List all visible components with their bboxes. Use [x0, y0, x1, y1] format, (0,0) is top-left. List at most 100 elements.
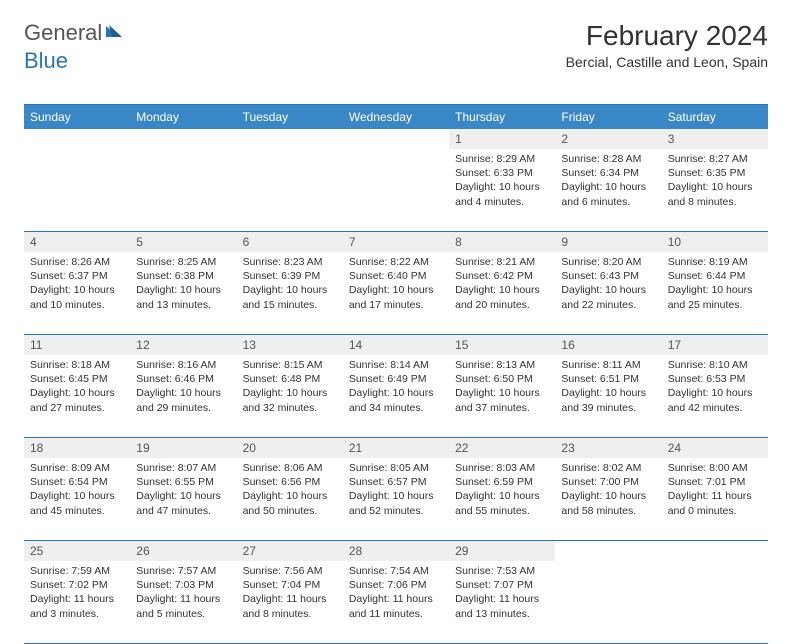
sunrise-line: Sunrise: 8:23 AM	[243, 255, 337, 269]
day-cell	[343, 149, 449, 232]
sunrise-line: Sunrise: 8:09 AM	[30, 461, 124, 475]
day-header: Friday	[555, 105, 661, 130]
sunrise-line: Sunrise: 7:53 AM	[455, 564, 549, 578]
day-cell: Sunrise: 8:11 AMSunset: 6:51 PMDaylight:…	[555, 355, 661, 438]
day-cell: Sunrise: 8:16 AMSunset: 6:46 PMDaylight:…	[130, 355, 236, 438]
day-cell: Sunrise: 8:22 AMSunset: 6:40 PMDaylight:…	[343, 252, 449, 335]
day-number-cell: 7	[343, 232, 449, 253]
daylight-line: Daylight: 11 hours and 5 minutes.	[136, 592, 230, 620]
day-details: Sunrise: 7:57 AMSunset: 7:03 PMDaylight:…	[130, 561, 236, 627]
sunrise-line: Sunrise: 8:19 AM	[668, 255, 762, 269]
daylight-line: Daylight: 10 hours and 39 minutes.	[561, 386, 655, 414]
day-number-cell: 2	[555, 129, 661, 149]
day-number-cell	[343, 129, 449, 149]
daylight-line: Daylight: 10 hours and 37 minutes.	[455, 386, 549, 414]
day-cell	[130, 149, 236, 232]
day-number-cell: 8	[449, 232, 555, 253]
day-details: Sunrise: 8:07 AMSunset: 6:55 PMDaylight:…	[130, 458, 236, 524]
daylight-line: Daylight: 11 hours and 3 minutes.	[30, 592, 124, 620]
sunrise-line: Sunrise: 8:22 AM	[349, 255, 443, 269]
day-details: Sunrise: 8:11 AMSunset: 6:51 PMDaylight:…	[555, 355, 661, 421]
day-details: Sunrise: 7:53 AMSunset: 7:07 PMDaylight:…	[449, 561, 555, 627]
sunset-line: Sunset: 6:38 PM	[136, 269, 230, 283]
daynum-row: 2526272829	[24, 541, 768, 562]
day-cell: Sunrise: 8:02 AMSunset: 7:00 PMDaylight:…	[555, 458, 661, 541]
day-header: Sunday	[24, 105, 130, 130]
day-details: Sunrise: 8:19 AMSunset: 6:44 PMDaylight:…	[662, 252, 768, 318]
day-cell: Sunrise: 7:56 AMSunset: 7:04 PMDaylight:…	[237, 561, 343, 644]
sunset-line: Sunset: 6:55 PM	[136, 475, 230, 489]
sunset-line: Sunset: 6:45 PM	[30, 372, 124, 386]
daylight-line: Daylight: 10 hours and 25 minutes.	[668, 283, 762, 311]
day-details: Sunrise: 8:14 AMSunset: 6:49 PMDaylight:…	[343, 355, 449, 421]
day-details: Sunrise: 8:00 AMSunset: 7:01 PMDaylight:…	[662, 458, 768, 524]
sunrise-line: Sunrise: 7:59 AM	[30, 564, 124, 578]
day-cell: Sunrise: 8:09 AMSunset: 6:54 PMDaylight:…	[24, 458, 130, 541]
day-cell: Sunrise: 8:07 AMSunset: 6:55 PMDaylight:…	[130, 458, 236, 541]
sunrise-line: Sunrise: 8:16 AM	[136, 358, 230, 372]
day-number-cell	[24, 129, 130, 149]
day-header-row: Sunday Monday Tuesday Wednesday Thursday…	[24, 105, 768, 130]
calendar-table: Sunday Monday Tuesday Wednesday Thursday…	[24, 104, 768, 644]
brand-text-blue: Blue	[24, 48, 68, 74]
sunset-line: Sunset: 7:06 PM	[349, 578, 443, 592]
sunset-line: Sunset: 6:42 PM	[455, 269, 549, 283]
sunset-line: Sunset: 6:35 PM	[668, 166, 762, 180]
day-details: Sunrise: 8:29 AMSunset: 6:33 PMDaylight:…	[449, 149, 555, 215]
daylight-line: Daylight: 10 hours and 34 minutes.	[349, 386, 443, 414]
sunrise-line: Sunrise: 8:02 AM	[561, 461, 655, 475]
day-details: Sunrise: 8:03 AMSunset: 6:59 PMDaylight:…	[449, 458, 555, 524]
day-number-cell: 17	[662, 335, 768, 356]
day-details: Sunrise: 8:15 AMSunset: 6:48 PMDaylight:…	[237, 355, 343, 421]
sunset-line: Sunset: 7:00 PM	[561, 475, 655, 489]
daylight-line: Daylight: 11 hours and 13 minutes.	[455, 592, 549, 620]
day-cell: Sunrise: 8:15 AMSunset: 6:48 PMDaylight:…	[237, 355, 343, 438]
sunrise-line: Sunrise: 8:29 AM	[455, 152, 549, 166]
daynum-row: 11121314151617	[24, 335, 768, 356]
day-number-cell: 16	[555, 335, 661, 356]
daylight-line: Daylight: 10 hours and 15 minutes.	[243, 283, 337, 311]
daylight-line: Daylight: 10 hours and 29 minutes.	[136, 386, 230, 414]
daylight-line: Daylight: 11 hours and 0 minutes.	[668, 489, 762, 517]
sunrise-line: Sunrise: 8:06 AM	[243, 461, 337, 475]
day-cell: Sunrise: 7:57 AMSunset: 7:03 PMDaylight:…	[130, 561, 236, 644]
day-details: Sunrise: 8:02 AMSunset: 7:00 PMDaylight:…	[555, 458, 661, 524]
sunset-line: Sunset: 7:02 PM	[30, 578, 124, 592]
sunset-line: Sunset: 6:40 PM	[349, 269, 443, 283]
day-details: Sunrise: 8:20 AMSunset: 6:43 PMDaylight:…	[555, 252, 661, 318]
day-number-cell: 12	[130, 335, 236, 356]
sunset-line: Sunset: 7:07 PM	[455, 578, 549, 592]
day-header: Thursday	[449, 105, 555, 130]
day-details: Sunrise: 7:56 AMSunset: 7:04 PMDaylight:…	[237, 561, 343, 627]
daylight-line: Daylight: 10 hours and 10 minutes.	[30, 283, 124, 311]
daylight-line: Daylight: 10 hours and 50 minutes.	[243, 489, 337, 517]
sunset-line: Sunset: 6:59 PM	[455, 475, 549, 489]
day-number-cell: 27	[237, 541, 343, 562]
sunset-line: Sunset: 6:37 PM	[30, 269, 124, 283]
day-details: Sunrise: 8:25 AMSunset: 6:38 PMDaylight:…	[130, 252, 236, 318]
day-number-cell: 4	[24, 232, 130, 253]
day-cell: Sunrise: 8:14 AMSunset: 6:49 PMDaylight:…	[343, 355, 449, 438]
brand-text-general: General	[24, 20, 102, 46]
daylight-line: Daylight: 10 hours and 45 minutes.	[30, 489, 124, 517]
daynum-row: 45678910	[24, 232, 768, 253]
day-header: Saturday	[662, 105, 768, 130]
day-number-cell: 13	[237, 335, 343, 356]
day-number-cell: 15	[449, 335, 555, 356]
sunrise-line: Sunrise: 8:26 AM	[30, 255, 124, 269]
sunrise-line: Sunrise: 8:00 AM	[668, 461, 762, 475]
sunset-line: Sunset: 6:34 PM	[561, 166, 655, 180]
day-cell: Sunrise: 7:59 AMSunset: 7:02 PMDaylight:…	[24, 561, 130, 644]
day-details: Sunrise: 8:18 AMSunset: 6:45 PMDaylight:…	[24, 355, 130, 421]
sunrise-line: Sunrise: 8:15 AM	[243, 358, 337, 372]
day-details: Sunrise: 8:22 AMSunset: 6:40 PMDaylight:…	[343, 252, 449, 318]
sunset-line: Sunset: 6:57 PM	[349, 475, 443, 489]
sunrise-line: Sunrise: 8:11 AM	[561, 358, 655, 372]
day-cell: Sunrise: 8:29 AMSunset: 6:33 PMDaylight:…	[449, 149, 555, 232]
week-row: Sunrise: 7:59 AMSunset: 7:02 PMDaylight:…	[24, 561, 768, 644]
daylight-line: Daylight: 10 hours and 42 minutes.	[668, 386, 762, 414]
sunrise-line: Sunrise: 7:56 AM	[243, 564, 337, 578]
day-number-cell	[662, 541, 768, 562]
sunrise-line: Sunrise: 8:14 AM	[349, 358, 443, 372]
day-cell: Sunrise: 8:06 AMSunset: 6:56 PMDaylight:…	[237, 458, 343, 541]
